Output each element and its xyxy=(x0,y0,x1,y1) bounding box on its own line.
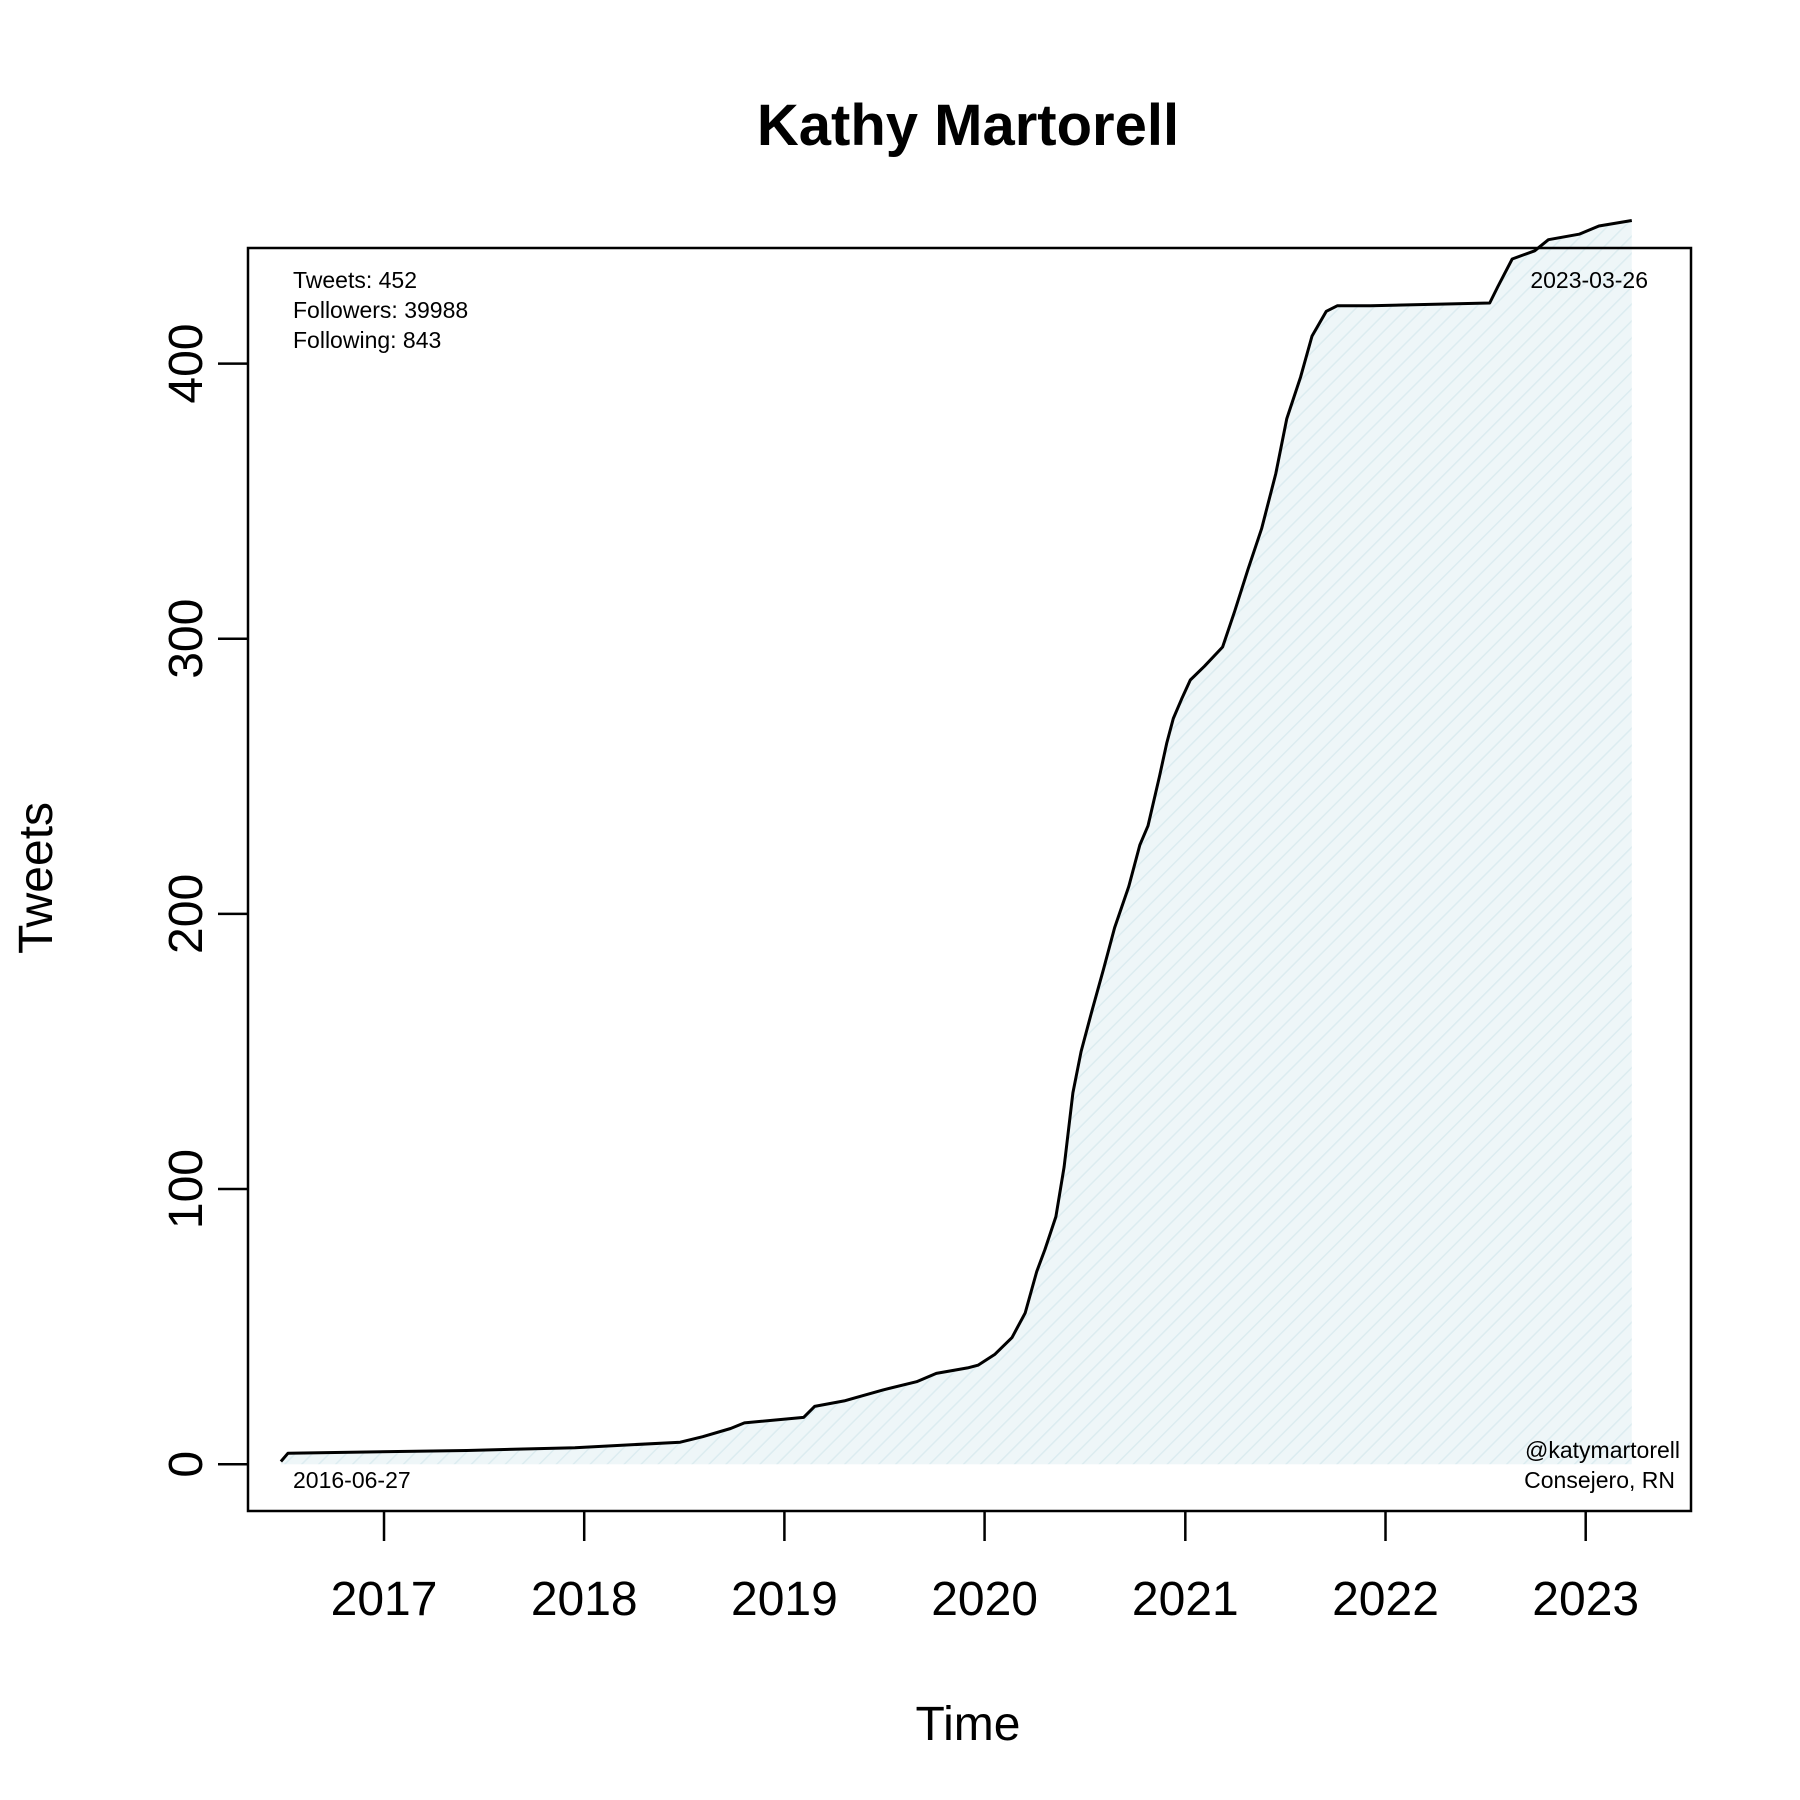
plot-area xyxy=(246,219,1693,1513)
y-axis: 0 100 200 300 400 xyxy=(160,324,248,1478)
cumulative-tweets-line xyxy=(279,219,1633,1463)
plot-frame xyxy=(246,246,1693,1513)
x-tick-label-2018: 2018 xyxy=(531,1573,638,1626)
x-axis-title: Time xyxy=(916,1698,1021,1751)
stats-following: Following: 843 xyxy=(293,327,441,353)
start-date-label: 2016-06-27 xyxy=(293,1467,411,1493)
y-tick-label-0: 0 xyxy=(160,1451,213,1478)
account-handle: @katymartorell xyxy=(1525,1437,1680,1463)
y-tick-label-100: 100 xyxy=(160,1149,213,1229)
end-date-label: 2023-03-26 xyxy=(1530,267,1648,293)
chart-title: Kathy Martorell xyxy=(757,93,1179,158)
y-axis-title: Tweets xyxy=(10,802,63,954)
x-tick-label-2022: 2022 xyxy=(1332,1573,1439,1626)
stats-tweets: Tweets: 452 xyxy=(293,267,417,293)
account-description: Consejero, RN xyxy=(1524,1467,1675,1493)
x-tick-label-2019: 2019 xyxy=(731,1573,838,1626)
x-axis: 2017 2018 2019 2020 2021 2022 2023 xyxy=(331,1511,1639,1626)
x-tick-label-2020: 2020 xyxy=(931,1573,1038,1626)
y-tick-label-200: 200 xyxy=(160,874,213,954)
cumulative-area-fill xyxy=(280,220,1632,1465)
y-tick-label-400: 400 xyxy=(160,324,213,404)
stats-followers: Followers: 39988 xyxy=(293,297,468,323)
x-tick-label-2023: 2023 xyxy=(1532,1573,1639,1626)
y-tick-label-300: 300 xyxy=(160,599,213,679)
account-stats: Tweets: 452 Followers: 39988 Following: … xyxy=(293,267,468,353)
x-tick-label-2021: 2021 xyxy=(1132,1573,1239,1626)
x-tick-label-2017: 2017 xyxy=(331,1573,438,1626)
